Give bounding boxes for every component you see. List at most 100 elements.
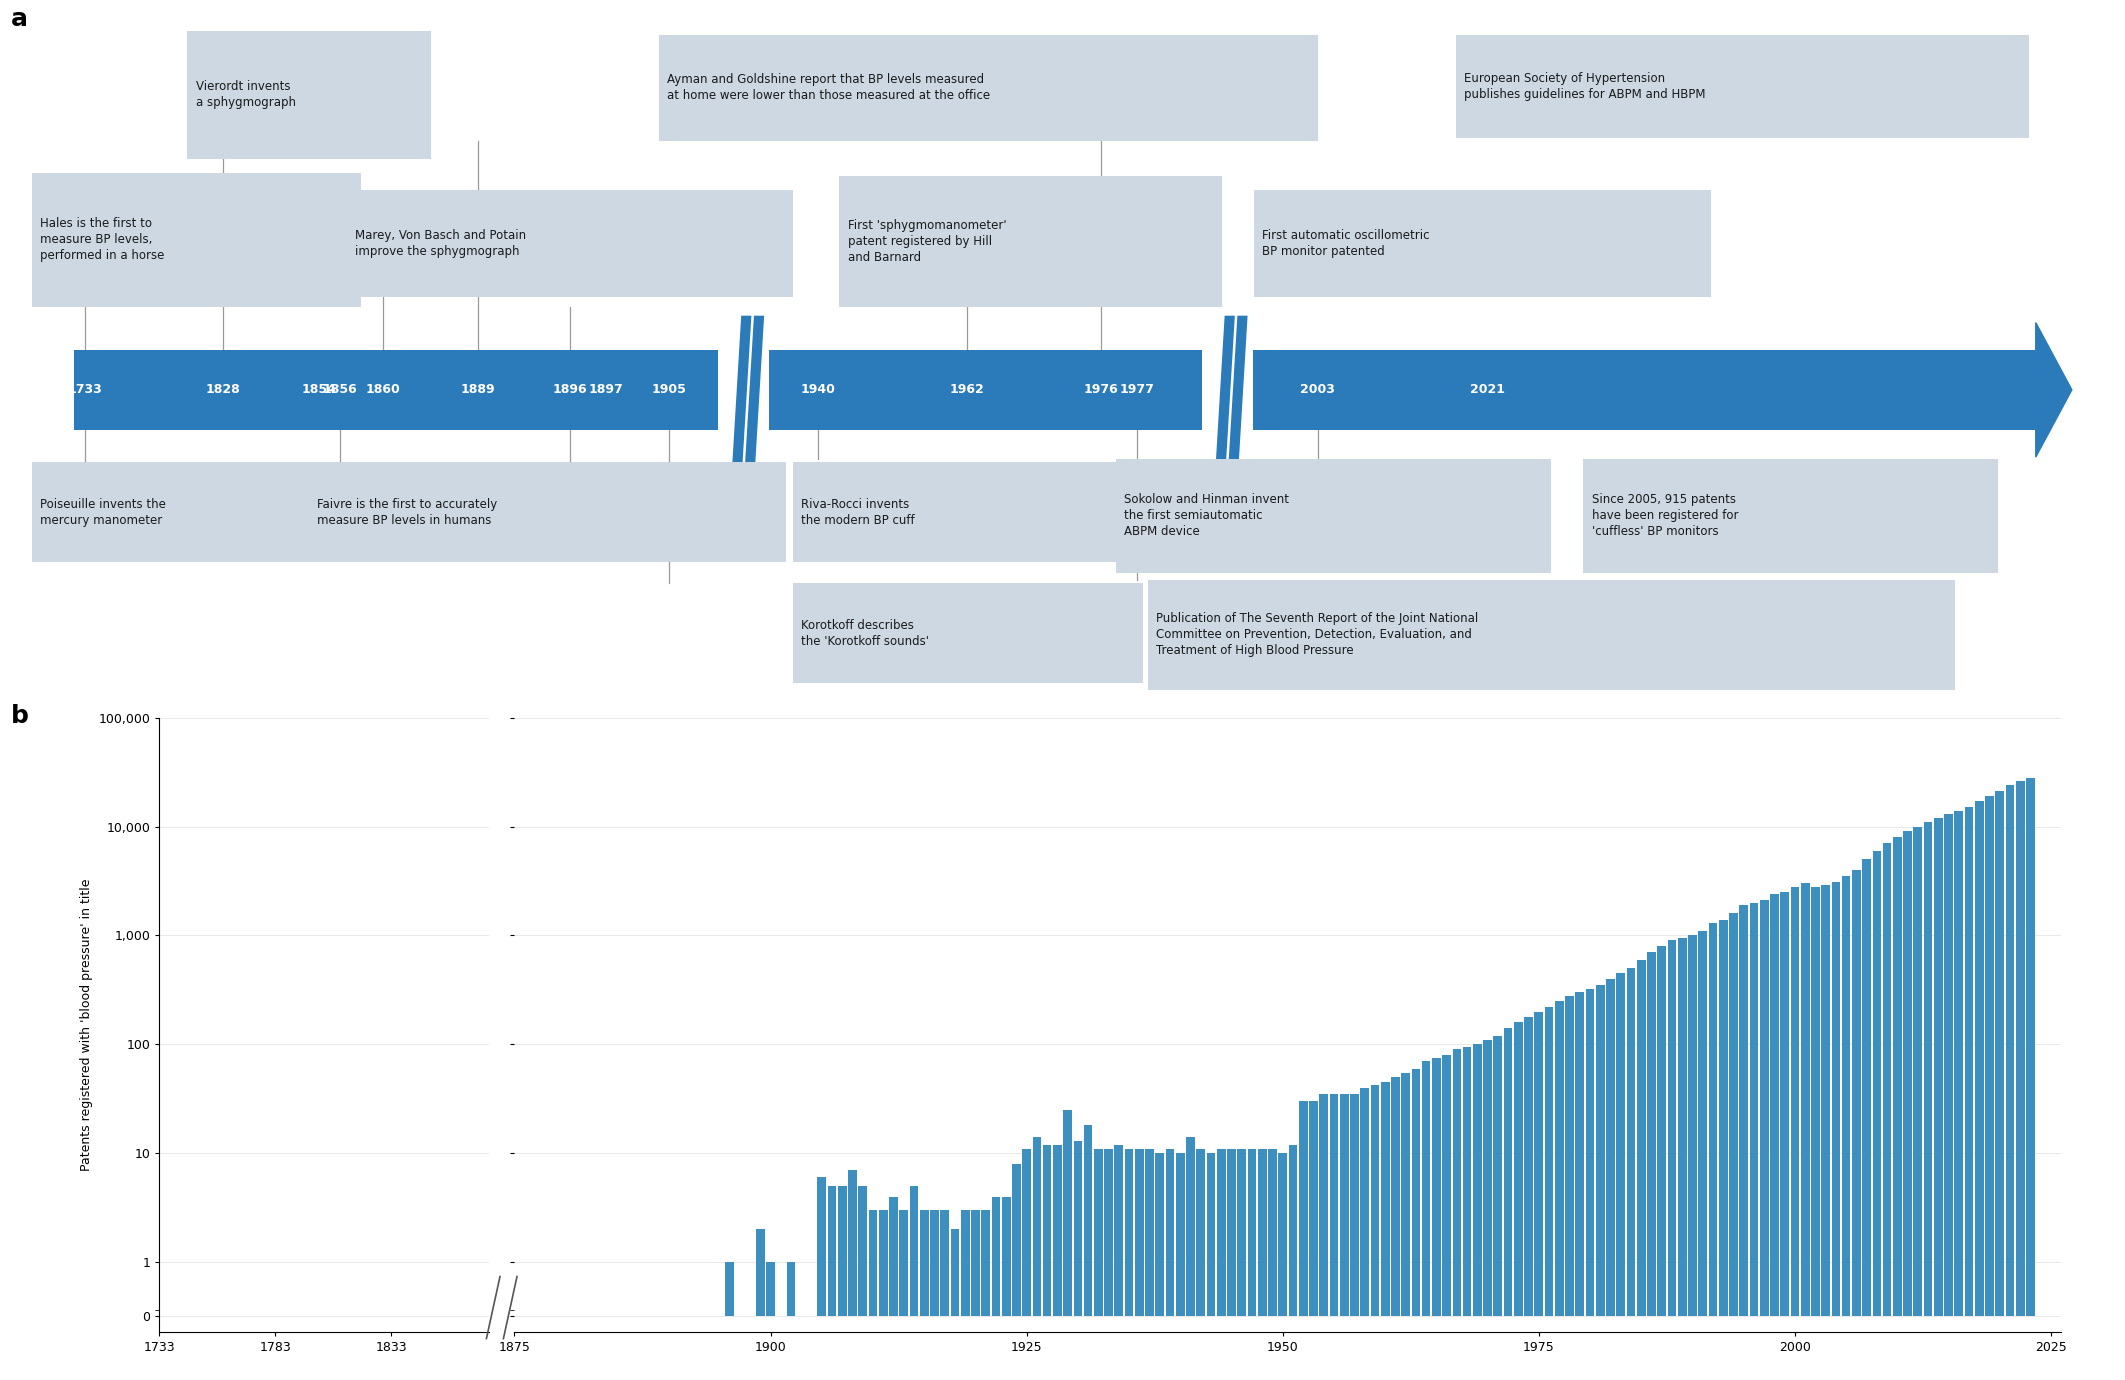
FancyBboxPatch shape [346, 189, 793, 297]
FancyBboxPatch shape [659, 34, 1318, 141]
FancyBboxPatch shape [32, 462, 361, 563]
Text: 2021: 2021 [1470, 384, 1504, 396]
Bar [1596, 985, 1604, 1315]
FancyBboxPatch shape [1203, 316, 1254, 464]
Bar [1381, 1082, 1390, 1315]
Bar [1923, 822, 1932, 1315]
Text: 1860: 1860 [365, 384, 400, 396]
Bar [1524, 1017, 1532, 1315]
Bar [1893, 838, 1902, 1315]
Bar [1934, 818, 1942, 1315]
Bar [1309, 1101, 1318, 1315]
Bar [756, 1230, 765, 1315]
Bar [1298, 1101, 1307, 1315]
FancyBboxPatch shape [1116, 458, 1551, 573]
Text: a: a [11, 7, 28, 30]
Bar [1001, 1196, 1012, 1315]
Bar [1207, 1154, 1216, 1315]
Bar [1175, 1154, 1184, 1315]
FancyBboxPatch shape [1254, 189, 1711, 297]
Bar [1167, 1148, 1175, 1315]
FancyBboxPatch shape [1583, 458, 1998, 573]
Text: European Society of Hypertension
publishes guidelines for ABPM and HBPM: European Society of Hypertension publish… [1464, 72, 1706, 101]
Bar [1054, 1144, 1062, 1315]
Bar [725, 1263, 733, 1315]
Bar [1575, 992, 1583, 1315]
Text: Ayman and Goldshine report that BP levels measured
at home were lower than those: Ayman and Goldshine report that BP level… [667, 73, 990, 102]
Bar [1955, 810, 1964, 1315]
Bar [1247, 1148, 1256, 1315]
Bar [827, 1185, 837, 1315]
Bar [1156, 1154, 1164, 1315]
Bar [1606, 978, 1615, 1315]
Bar [1617, 973, 1626, 1315]
FancyBboxPatch shape [793, 462, 1122, 563]
Bar [1513, 1023, 1524, 1315]
Bar [1483, 1041, 1492, 1315]
Bar [1872, 850, 1881, 1315]
Bar [1668, 940, 1677, 1315]
Text: 1976: 1976 [1084, 384, 1118, 396]
Text: Since 2005, 915 patents
have been registered for
'cuffless' BP monitors: Since 2005, 915 patents have been regist… [1592, 493, 1738, 538]
Bar [1534, 1012, 1543, 1315]
Bar [1985, 796, 1993, 1315]
Bar [1966, 807, 1974, 1315]
Bar [1791, 887, 1800, 1315]
Text: 1828: 1828 [206, 384, 240, 396]
Text: 1977: 1977 [1120, 384, 1154, 396]
Bar [1740, 905, 1749, 1315]
Bar [1883, 843, 1891, 1315]
Text: 1889: 1889 [461, 384, 495, 396]
Bar [931, 1210, 939, 1315]
Bar [1218, 1148, 1226, 1315]
Bar [1320, 1094, 1328, 1315]
Bar [888, 1196, 899, 1315]
Bar [1186, 1137, 1194, 1315]
Bar [858, 1185, 867, 1315]
Bar [1862, 860, 1870, 1315]
Bar [1411, 1068, 1420, 1315]
Bar [1033, 1137, 1041, 1315]
Text: 1940: 1940 [801, 384, 835, 396]
Text: Poiseuille invents the
mercury manometer: Poiseuille invents the mercury manometer [40, 498, 166, 527]
Bar [1810, 887, 1819, 1315]
Bar [1371, 1086, 1379, 1315]
Bar [1832, 882, 1840, 1315]
Bar [992, 1196, 1001, 1315]
Bar [1392, 1078, 1400, 1315]
Bar [1626, 969, 1636, 1315]
Bar [910, 1185, 918, 1315]
Bar [1566, 995, 1575, 1315]
Text: Korotkoff describes
the 'Korotkoff sounds': Korotkoff describes the 'Korotkoff sound… [801, 618, 929, 647]
Bar [1443, 1054, 1451, 1315]
Bar [1288, 1144, 1298, 1315]
Bar [1912, 827, 1923, 1315]
Bar [1279, 1154, 1288, 1315]
Bar [1842, 876, 1851, 1315]
FancyBboxPatch shape [839, 175, 1222, 306]
Polygon shape [746, 316, 765, 464]
Bar [2017, 781, 2025, 1315]
Text: 2003: 2003 [1300, 384, 1334, 396]
Bar [1658, 945, 1666, 1315]
Bar [1094, 1148, 1103, 1315]
Text: Hales is the first to
measure BP levels,
performed in a horse: Hales is the first to measure BP levels,… [40, 217, 166, 262]
Bar [1760, 900, 1768, 1315]
Bar [1237, 1148, 1245, 1315]
Bar [1545, 1007, 1553, 1315]
Polygon shape [1228, 316, 1247, 464]
Bar [971, 1210, 980, 1315]
Bar [1904, 832, 1912, 1315]
FancyBboxPatch shape [1456, 34, 2029, 138]
Bar [1360, 1087, 1368, 1315]
Bar [1454, 1049, 1462, 1315]
Bar [1022, 1148, 1031, 1315]
Text: 1733: 1733 [68, 384, 102, 396]
Bar [1012, 1163, 1020, 1315]
Bar [1062, 1110, 1071, 1315]
Bar [1556, 1000, 1564, 1315]
Text: First 'sphygmomanometer'
patent registered by Hill
and Barnard: First 'sphygmomanometer' patent register… [848, 219, 1007, 264]
Bar [2025, 778, 2036, 1315]
Bar [1269, 1148, 1277, 1315]
Bar [1749, 903, 1757, 1315]
